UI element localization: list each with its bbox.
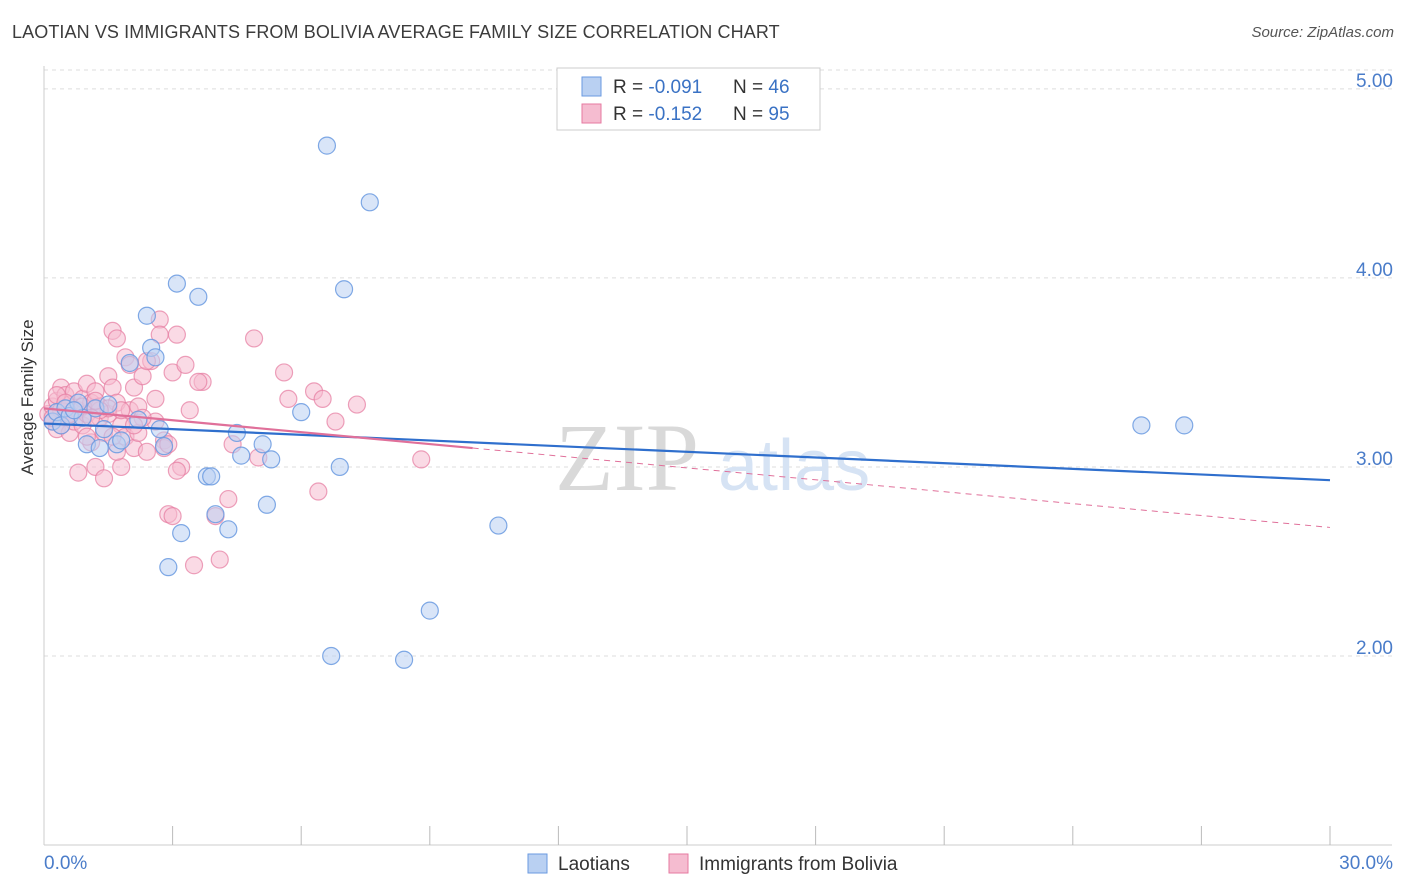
svg-text:N = 46: N = 46	[733, 77, 790, 98]
point-bolivia-25	[94, 469, 114, 488]
point-laotians-9	[94, 420, 114, 439]
legend-box: R = -0.091 N = 46 R = -0.152 N = 95	[556, 67, 821, 131]
point-bolivia-30	[103, 378, 122, 397]
y-tick-label-1: 3.00	[1356, 449, 1393, 470]
legend-r-label-2: R =	[613, 104, 648, 125]
point-bolivia-63	[244, 329, 264, 348]
point-bolivia-53	[167, 325, 186, 344]
trend-lines	[43, 407, 1331, 528]
bottom-legend-swatch-bolivia	[668, 853, 689, 874]
point-laotians-36	[334, 280, 354, 299]
point-bolivia-57	[184, 556, 204, 575]
point-laotians-19	[167, 274, 186, 293]
y-tick-label-0: 2.00	[1356, 638, 1393, 659]
point-bolivia-65	[274, 363, 294, 382]
point-laotians-45	[146, 348, 165, 367]
source-label: Source: ZipAtlas.com	[1251, 24, 1394, 41]
point-bolivia-69	[313, 389, 332, 409]
x-tick-label-1: 30.0%	[1339, 853, 1393, 874]
watermark: ZIP atlas	[555, 404, 870, 511]
chart-title: LAOTIAN VS IMMIGRANTS FROM BOLIVIA AVERA…	[12, 22, 780, 42]
legend-swatch-bolivia	[581, 103, 602, 124]
legend-n-label-1: N =	[733, 77, 768, 98]
legend-r-label-1: R =	[613, 77, 648, 98]
point-laotians-13	[120, 353, 139, 373]
grid-lines	[44, 69, 1392, 657]
point-laotians-38	[394, 650, 414, 669]
point-laotians-32	[292, 403, 311, 422]
y-tick-labels: 2.00 3.00 4.00 5.00	[1356, 71, 1393, 659]
point-bolivia-72	[412, 450, 431, 469]
point-laotians-24	[202, 467, 221, 486]
point-laotians-18	[154, 437, 174, 456]
trend-line-bolivia-extension	[472, 447, 1331, 528]
point-bolivia-68	[309, 482, 328, 501]
point-laotians-40	[489, 516, 508, 535]
point-bolivia-66	[279, 389, 298, 409]
point-bolivia-70	[326, 412, 345, 431]
x-tick-label-0: 0.0%	[44, 853, 87, 874]
legend-n-value-1: 46	[768, 77, 789, 98]
point-laotians-21	[159, 558, 178, 577]
legend-n-value-2: 95	[768, 104, 789, 125]
point-bolivia-34	[112, 457, 131, 477]
legend-r-value-2: -0.152	[648, 104, 702, 125]
point-laotians-37	[360, 193, 379, 212]
bottom-legend-swatch-laotians	[527, 853, 548, 874]
point-laotians-43	[90, 438, 109, 458]
point-bolivia-31	[107, 329, 126, 348]
point-laotians-12	[112, 431, 131, 450]
point-laotians-30	[257, 495, 277, 514]
point-bolivia-14	[69, 463, 88, 482]
svg-text:R = -0.152: R = -0.152	[613, 104, 702, 125]
point-laotians-26	[219, 520, 238, 539]
bottom-legend: Laotians Immigrants from Bolivia	[527, 853, 898, 875]
series-laotians-points	[43, 136, 1194, 669]
point-laotians-25	[206, 505, 225, 524]
point-bolivia-79	[146, 389, 165, 409]
point-laotians-28	[232, 446, 251, 465]
point-bolivia-56	[180, 401, 199, 420]
axes	[43, 66, 1392, 846]
bottom-legend-bolivia: Immigrants from Bolivia	[699, 854, 898, 875]
point-bolivia-94	[189, 372, 208, 391]
legend-n-label-2: N =	[733, 104, 768, 125]
point-laotians-39	[420, 601, 439, 620]
point-bolivia-51	[163, 506, 182, 526]
y-tick-label-2: 4.00	[1356, 260, 1393, 281]
svg-text:N = 95: N = 95	[733, 104, 790, 125]
legend-swatch-laotians	[581, 76, 602, 97]
x-tick-labels: 0.0% 30.0%	[44, 853, 1393, 874]
bottom-legend-laotians: Laotians	[558, 854, 630, 875]
point-bolivia-61	[219, 489, 238, 509]
point-laotians-15	[137, 306, 156, 325]
point-laotians-34	[322, 646, 341, 666]
point-laotians-31	[262, 450, 281, 469]
point-laotians-35	[330, 457, 349, 477]
point-laotians-22	[189, 287, 208, 306]
point-laotians-42	[1175, 416, 1194, 435]
point-laotians-33	[317, 136, 337, 155]
y-tick-label-3: 5.00	[1356, 71, 1393, 92]
svg-text:R = -0.091: R = -0.091	[613, 77, 702, 98]
legend-r-value-1: -0.091	[648, 77, 702, 98]
point-bolivia-55	[176, 355, 195, 374]
point-laotians-10	[99, 395, 118, 414]
point-laotians-29	[253, 435, 272, 454]
watermark-atlas: atlas	[718, 426, 870, 506]
point-bolivia-81	[167, 461, 186, 480]
point-bolivia-60	[210, 550, 229, 569]
point-bolivia-43	[133, 367, 152, 386]
point-bolivia-71	[347, 395, 367, 414]
point-laotians-20	[172, 524, 191, 543]
point-laotians-14	[129, 410, 148, 429]
point-laotians-41	[1132, 416, 1151, 435]
watermark-zip: ZIP	[555, 404, 699, 511]
trend-line-bolivia	[43, 407, 473, 450]
trend-line-laotians	[43, 422, 1331, 482]
point-bolivia-44	[137, 442, 156, 461]
